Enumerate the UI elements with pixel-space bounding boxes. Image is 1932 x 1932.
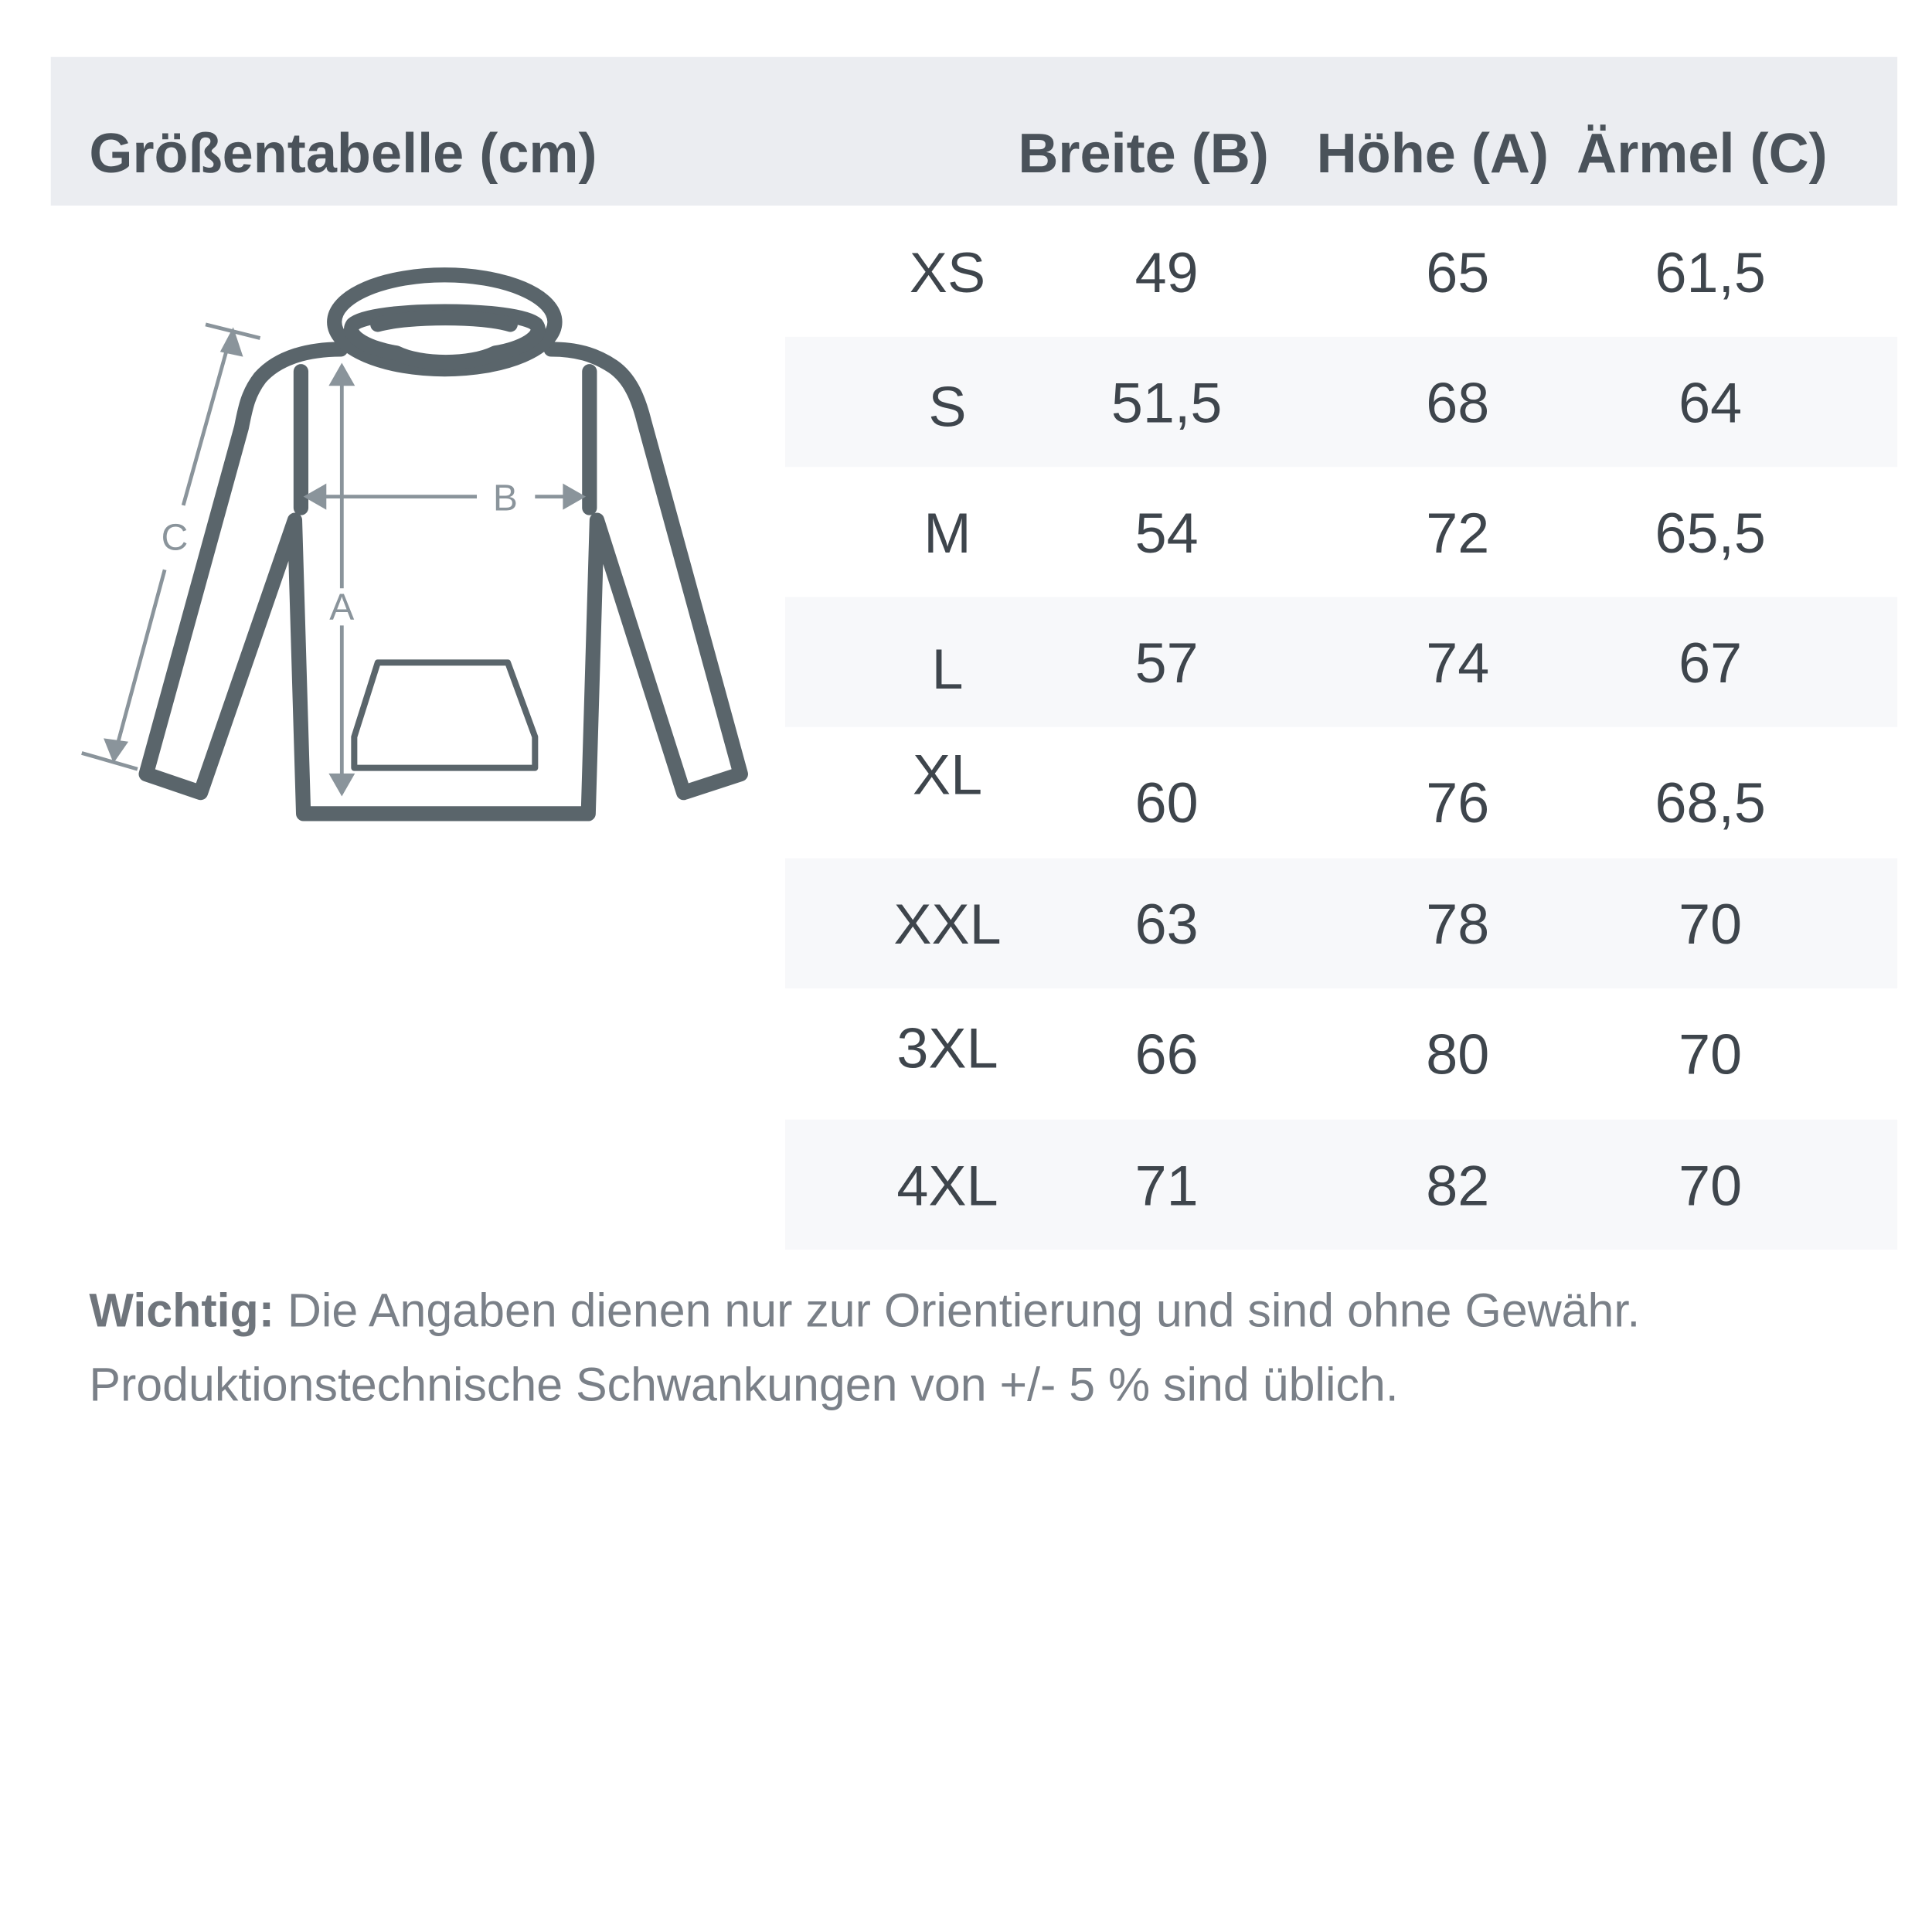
cell-breite: 57 [1134,629,1199,695]
column-header-breite: Breite (B) [1018,121,1269,185]
cell-hoehe: 78 [1426,891,1490,956]
cell-hoehe: 74 [1426,629,1490,695]
cell-size: L [931,635,964,701]
label-b: B [493,477,518,519]
column-header-hoehe: Höhe (A) [1316,121,1549,185]
table-header: Größentabelle (cm) Breite (B) Höhe (A) Ä… [50,56,1898,206]
cell-hoehe: 80 [1426,1022,1490,1087]
table-row: L 57 74 67 [785,597,1898,727]
cell-aermel: 61,5 [1655,240,1766,304]
table-row: XXL 63 78 70 [785,858,1898,988]
cell-size: M [923,499,971,564]
cell-breite: 66 [1134,1022,1199,1087]
table-row: XS 49 65 61,5 [785,207,1897,337]
table-row: 3XL 66 80 70 [785,988,1897,1120]
hoodie-body [138,342,748,821]
cell-breite: 49 [1134,240,1199,304]
hoodie-icon: B A C [81,267,748,821]
cell-hoehe: 68 [1426,369,1490,434]
cell-hoehe: 76 [1426,770,1490,835]
pocket [351,659,539,771]
cell-breite: 54 [1134,499,1199,564]
table-row: 4XL 71 82 70 [785,1119,1898,1250]
note-bold: Wichtig: [89,1285,275,1338]
label-a: A [329,586,354,628]
cell-aermel: 70 [1679,1022,1743,1087]
cell-size: XS [909,240,986,304]
cell-breite: 63 [1134,891,1199,956]
cell-hoehe: 65 [1426,240,1490,304]
cell-aermel: 68,5 [1655,770,1766,835]
cell-aermel: 64 [1679,369,1743,434]
cell-breite: 71 [1134,1152,1199,1217]
note-line-1: Wichtig: Die Angaben dienen nur zur Orie… [89,1285,1640,1338]
page-title: Größentabelle (cm) [89,121,597,185]
cell-hoehe: 72 [1426,499,1490,564]
table-row: S 51,5 68 64 [785,336,1898,468]
cell-aermel: 67 [1679,629,1743,695]
cell-breite: 51,5 [1111,369,1223,434]
note-line-2: Produktionstechnische Schwankungen von +… [89,1359,1399,1412]
table-row: M 54 72 65,5 [785,467,1897,597]
cell-hoehe: 82 [1426,1152,1490,1217]
cell-aermel: 70 [1679,891,1743,956]
cell-aermel: 70 [1679,1152,1743,1217]
cell-size: 3XL [896,1015,998,1080]
table-row: XL 60 76 68,5 [785,727,1897,859]
cell-aermel: 65,5 [1655,499,1766,564]
label-c: C [162,517,189,559]
cell-breite: 60 [1134,770,1199,835]
column-header-aermel: Ärmel (C) [1577,121,1828,185]
cell-size: S [928,373,967,438]
cell-size: XL [912,741,983,807]
cell-size: 4XL [896,1152,998,1217]
note-text-1: Die Angaben dienen nur zur Orientierung … [274,1285,1641,1338]
cell-size: XXL [893,891,1002,956]
